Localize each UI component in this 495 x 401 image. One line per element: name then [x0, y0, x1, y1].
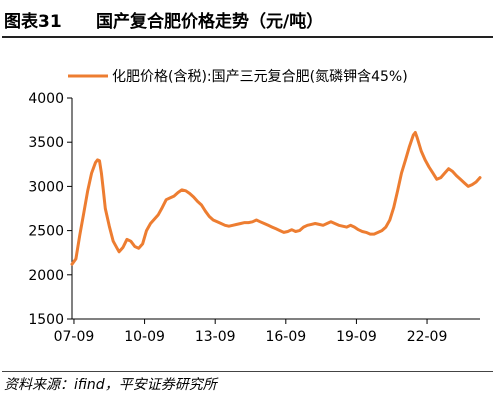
y-tick-label: 3000 — [28, 179, 64, 195]
series-line — [70, 131, 482, 266]
x-tick-label: 19-09 — [336, 329, 377, 345]
y-tick-label: 2500 — [28, 224, 64, 240]
y-tick-label: 1500 — [28, 312, 64, 328]
x-tick-label: 10-09 — [124, 329, 165, 345]
figure-title: 国产复合肥价格走势（元/吨） — [96, 12, 324, 32]
y-tick-label: 2000 — [28, 268, 64, 284]
y-axis-ticks: 1500 2000 2500 3000 3500 4000 — [28, 91, 72, 328]
x-tick-label: 07-09 — [54, 329, 95, 345]
footer-divider — [2, 371, 493, 372]
x-axis-ticks: 07-09 10-09 13-09 16-09 19-09 22-09 — [54, 319, 448, 345]
header-divider — [2, 36, 493, 38]
line-chart: 化肥价格(含税):国产三元复合肥(氮磷钾含45%) 1500 2000 2500 30… — [28, 68, 482, 345]
figure-header: 图表31 国产复合肥价格走势（元/吨） — [0, 0, 495, 36]
source-note: 资料来源：ifind，平安证券研究所 — [4, 377, 217, 393]
axes — [71, 98, 480, 320]
y-tick-label: 4000 — [28, 91, 64, 107]
x-tick-label: 13-09 — [195, 329, 236, 345]
legend-label: 化肥价格(含税):国产三元复合肥(氮磷钾含45%) — [112, 68, 408, 85]
x-tick-label: 16-09 — [265, 329, 306, 345]
legend: 化肥价格(含税):国产三元复合肥(氮磷钾含45%) — [68, 68, 408, 85]
x-tick-label: 22-09 — [407, 329, 448, 345]
y-tick-label: 3500 — [28, 135, 64, 151]
figure-number: 图表31 — [4, 12, 62, 32]
